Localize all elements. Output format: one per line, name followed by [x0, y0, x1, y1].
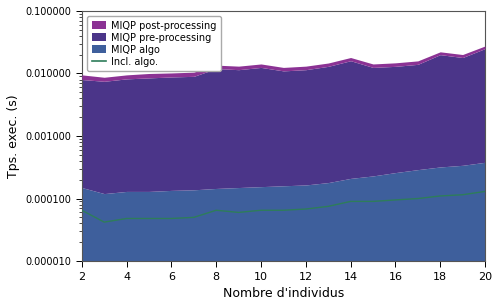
Legend: MIQP post-processing, MIQP pre-processing, MIQP algo, Incl. algo.: MIQP post-processing, MIQP pre-processin…: [87, 16, 221, 71]
Y-axis label: Tps. exec. (s): Tps. exec. (s): [7, 94, 20, 178]
X-axis label: Nombre d'individus: Nombre d'individus: [223, 287, 344, 300]
